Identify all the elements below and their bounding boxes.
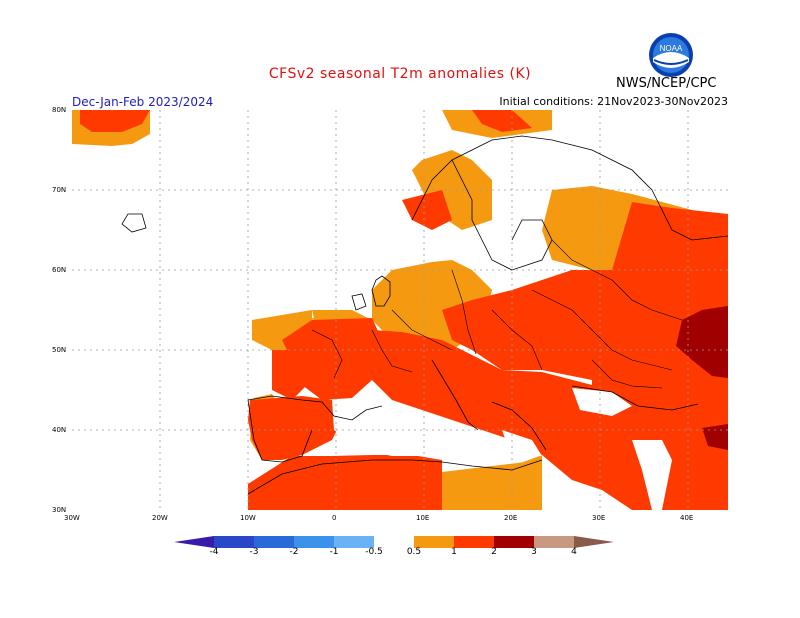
anomaly-shading-red <box>80 110 728 510</box>
legend-tick: 2 <box>491 547 497 557</box>
legend-swatch <box>294 536 334 548</box>
legend-tick: -3 <box>249 547 259 557</box>
legend-tick: -4 <box>209 547 219 557</box>
lon-label-10e: 10E <box>416 514 430 522</box>
anomaly-shading-darkred <box>676 306 728 450</box>
forecast-period: Dec-Jan-Feb 2023/2024 <box>72 95 214 109</box>
legend-arrow-left <box>174 536 214 548</box>
sea-overlays <box>332 388 672 510</box>
agency-label: NWS/NCEP/CPC <box>616 76 717 91</box>
graticule <box>72 110 728 510</box>
map-title: CFSv2 seasonal T2m anomalies (K) <box>268 66 532 82</box>
country-borders <box>311 239 683 389</box>
lat-label-60n: 60N <box>52 266 67 274</box>
lat-label-40n: 40N <box>52 426 67 434</box>
legend-swatch <box>494 536 534 548</box>
legend-swatch <box>254 536 294 548</box>
legend-swatch <box>334 536 374 548</box>
legend-tick: -2 <box>289 547 299 557</box>
legend-swatch <box>374 536 414 548</box>
lon-label-30w: 30W <box>64 514 80 522</box>
lon-label-20w: 20W <box>152 514 168 522</box>
lon-label-10w: 10W <box>240 514 256 522</box>
legend-tick: 3 <box>531 547 537 557</box>
legend-tick: 0.5 <box>406 547 422 557</box>
legend-swatch <box>454 536 494 548</box>
lon-label-20e: 20E <box>504 514 518 522</box>
legend-tick: -1 <box>329 547 339 557</box>
lat-label-30n: 30N <box>52 506 67 514</box>
legend-swatch <box>414 536 454 548</box>
legend-colorbar <box>174 536 614 548</box>
lat-label-80n: 80N <box>52 106 67 114</box>
anomaly-map <box>72 110 728 510</box>
noaa-logo: NOAA <box>649 33 693 77</box>
legend-tick: -0.5 <box>365 547 383 557</box>
coastlines <box>121 135 728 495</box>
lon-label-40e: 40E <box>680 514 694 522</box>
legend-arrow-right <box>574 536 614 548</box>
legend-tick: 4 <box>571 547 577 557</box>
lon-label-0: 0 <box>332 514 337 522</box>
legend-swatch <box>534 536 574 548</box>
lat-label-50n: 50N <box>52 346 67 354</box>
lat-label-70n: 70N <box>52 186 67 194</box>
legend-swatch <box>214 536 254 548</box>
legend-tick: 1 <box>451 547 457 557</box>
logo-text: NOAA <box>660 44 683 53</box>
lon-label-30e: 30E <box>592 514 606 522</box>
initial-conditions: Initial conditions: 21Nov2023-30Nov2023 <box>499 95 728 108</box>
